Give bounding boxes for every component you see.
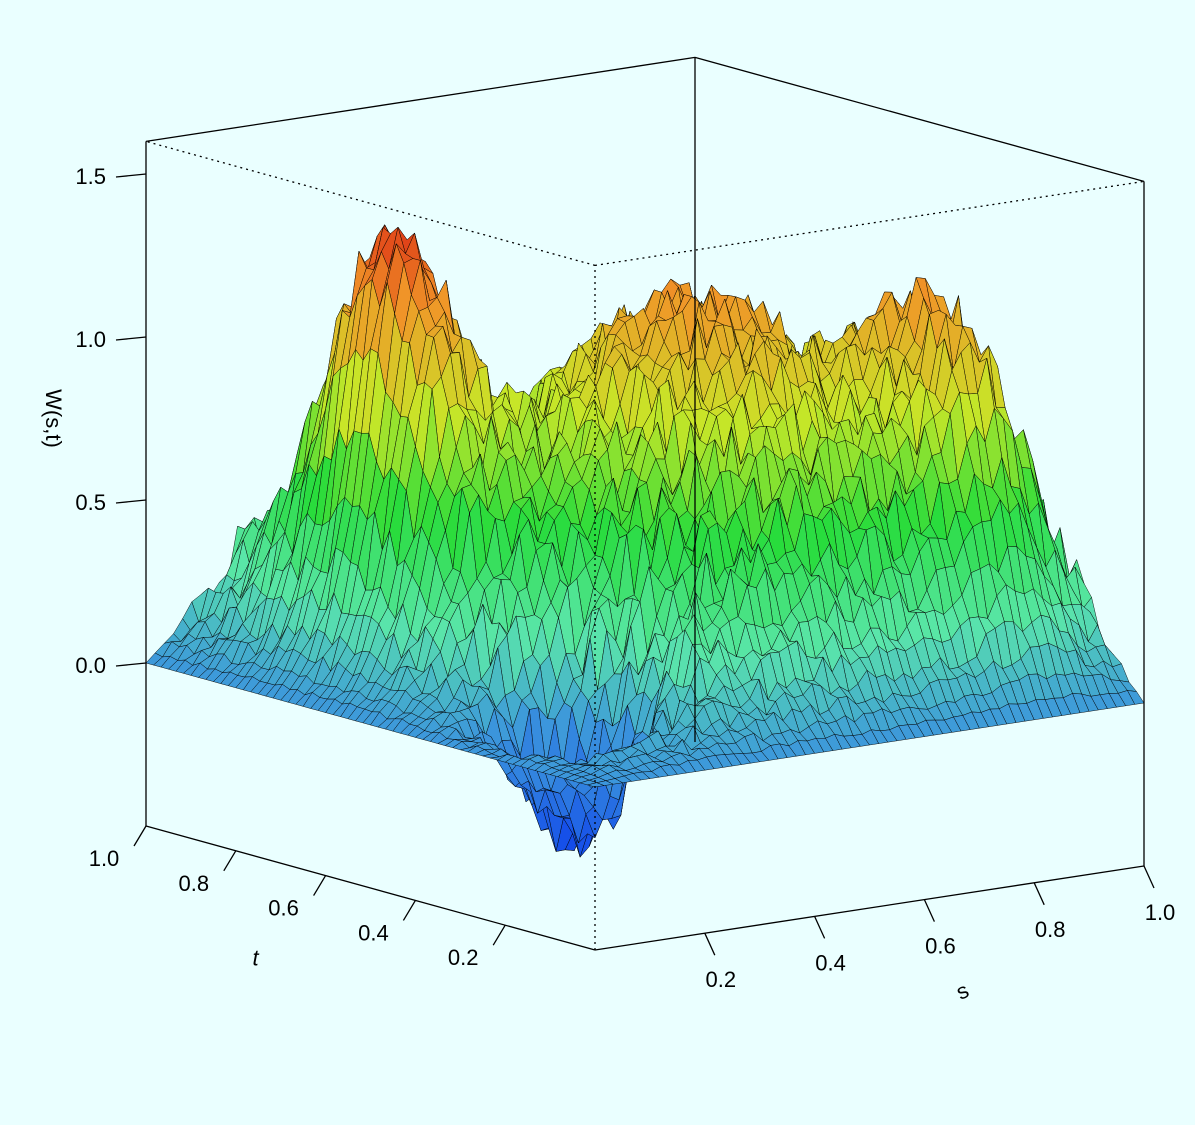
z-axis-tick-label: 0.5: [75, 490, 106, 515]
box-edge: [695, 57, 1144, 181]
t-axis-tick-label: 0.2: [448, 945, 479, 970]
s-axis-tick-label: 0.2: [706, 967, 737, 992]
t-axis-tick: [134, 826, 146, 846]
s-axis-tick-label: 0.8: [1035, 917, 1066, 942]
t-axis-tick-label: 0.8: [179, 871, 210, 896]
s-axis-tick: [924, 900, 934, 922]
t-axis-tick-label: 1.0: [89, 846, 120, 871]
box-edge: [146, 57, 695, 141]
s-axis-tick-label: 0.6: [925, 934, 956, 959]
z-axis-tick: [116, 337, 146, 340]
z-axis-tick: [116, 174, 146, 177]
t-axis-tick: [314, 876, 326, 896]
t-axis-tick: [403, 900, 415, 920]
s-axis-tick: [1034, 883, 1044, 905]
t-axis-tick: [224, 851, 236, 871]
z-axis-tick: [116, 663, 146, 666]
box-edge-hidden: [595, 181, 1144, 265]
z-axis-tick: [116, 500, 146, 503]
t-axis-tick-label: 0.6: [268, 896, 299, 921]
s-axis-tick: [705, 933, 715, 955]
s-axis-tick: [1144, 866, 1154, 888]
z-axis-tick-label: 1.5: [75, 164, 106, 189]
t-axis-tick-label: 0.4: [358, 920, 389, 945]
z-axis-title: W(s,t): [41, 389, 66, 448]
surface-mesh: [146, 225, 1144, 857]
s-axis-title: s: [952, 977, 972, 1004]
t-axis-tick: [493, 925, 505, 945]
z-axis-tick-label: 1.0: [75, 327, 106, 352]
s-axis-tick-label: 1.0: [1145, 900, 1176, 925]
s-axis-tick: [815, 916, 825, 938]
z-axis-tick-label: 0.0: [75, 653, 106, 678]
t-axis-title: t: [253, 946, 260, 971]
s-axis-tick-label: 0.4: [815, 950, 846, 975]
box-edge-hidden: [146, 141, 595, 265]
